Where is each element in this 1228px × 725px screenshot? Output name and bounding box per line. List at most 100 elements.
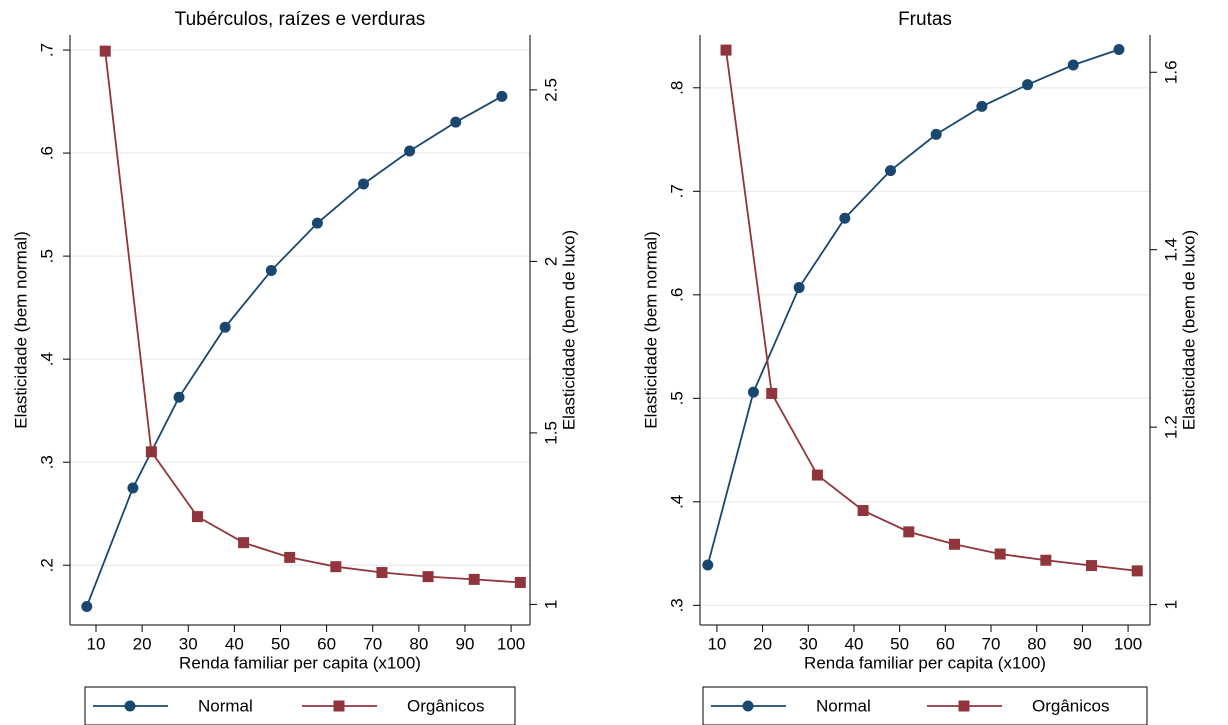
x-tick-label: 10 — [707, 634, 726, 653]
marker — [702, 559, 714, 571]
marker — [839, 212, 851, 224]
series-line — [85, 95, 503, 607]
x-tick-label: 80 — [409, 634, 428, 653]
chart-title: Frutas — [898, 9, 952, 30]
marker — [376, 567, 388, 579]
marker — [1040, 554, 1052, 566]
y2-tick-label: 1 — [1161, 600, 1180, 609]
series-line — [706, 48, 1120, 566]
marker — [127, 482, 139, 494]
marker — [976, 100, 988, 112]
x-tick-label: 90 — [456, 634, 475, 653]
legend-label: Normal — [198, 696, 253, 715]
x-tick-label: 60 — [317, 634, 336, 653]
y2-tick-label: 1 — [541, 600, 560, 609]
marker — [1067, 59, 1079, 71]
y-tick-label: .5 — [37, 249, 56, 263]
legend-marker — [958, 700, 970, 712]
y-tick-label: .3 — [667, 598, 686, 612]
marker — [422, 571, 434, 583]
marker — [885, 165, 897, 177]
marker — [1113, 43, 1125, 55]
marker — [1131, 565, 1143, 577]
x-tick-label: 50 — [890, 634, 909, 653]
y-tick-label: .4 — [37, 352, 56, 366]
marker — [811, 469, 823, 481]
chart-panel: .2 .3 .4 .5 .6 .7 1 1.5 2 2.5 10 20 30 40 50 60 70 80 90 10… — [11, 9, 578, 725]
marker — [1022, 79, 1034, 91]
y-tick-label: .3 — [37, 455, 56, 469]
marker — [284, 551, 296, 563]
marker — [857, 505, 869, 517]
legend-label: Orgânicos — [407, 696, 484, 715]
y2-tick-label: 1.4 — [1161, 238, 1180, 262]
marker — [720, 44, 732, 56]
y2-tick-label: 1.5 — [541, 421, 560, 445]
y-tick-label: .7 — [667, 184, 686, 198]
y2-tick-label: 1.6 — [1161, 60, 1180, 84]
marker — [994, 548, 1006, 560]
chart-panel: .3 .4 .5 .6 .7 .8 1 1.2 1.4 1.6 10 20 30 40 50 60 70 80 90… — [641, 9, 1198, 725]
y-axis-title: Elasticidade (bem normal) — [641, 231, 660, 428]
marker — [173, 391, 185, 403]
y-tick-label: .7 — [37, 43, 56, 57]
marker — [219, 321, 231, 333]
marker — [948, 538, 960, 550]
x-axis-title: Renda familiar per capita (x100) — [804, 653, 1046, 672]
y-tick-label: .5 — [667, 391, 686, 405]
y2-tick-label: 2.5 — [541, 78, 560, 102]
marker — [404, 145, 416, 157]
x-tick-label: 40 — [844, 634, 863, 653]
marker — [496, 90, 508, 102]
marker — [330, 561, 342, 573]
y2-tick-label: 1.2 — [1161, 415, 1180, 439]
marker — [145, 446, 157, 458]
marker — [930, 128, 942, 140]
marker — [514, 576, 526, 588]
marker — [358, 178, 370, 190]
marker — [766, 387, 778, 399]
x-tick-label: 60 — [936, 634, 955, 653]
x-tick-label: 100 — [497, 634, 525, 653]
y-tick-label: .8 — [667, 81, 686, 95]
chart-title: Tubérculos, raízes e verduras — [175, 9, 426, 30]
series-line — [725, 49, 1138, 572]
y-tick-label: .6 — [667, 288, 686, 302]
marker — [747, 386, 759, 398]
legend-label: Normal — [816, 696, 871, 715]
x-tick-label: 10 — [87, 634, 106, 653]
x-tick-label: 70 — [982, 634, 1001, 653]
x-tick-label: 70 — [363, 634, 382, 653]
y-axis-title: Elasticidade (bem normal) — [11, 231, 30, 428]
marker — [238, 537, 250, 549]
y2-axis-title: Elasticidade (bem de luxo) — [1179, 230, 1198, 430]
marker — [81, 600, 93, 612]
legend-marker — [124, 700, 136, 712]
x-tick-label: 30 — [799, 634, 818, 653]
series-line — [104, 51, 521, 584]
y-tick-label: .2 — [37, 558, 56, 572]
y2-tick-label: 2 — [541, 257, 560, 266]
y-tick-label: .4 — [667, 495, 686, 509]
marker — [468, 573, 480, 585]
x-axis-title: Renda familiar per capita (x100) — [179, 653, 421, 672]
legend-marker — [742, 700, 754, 712]
x-tick-label: 80 — [1027, 634, 1046, 653]
x-tick-label: 90 — [1073, 634, 1092, 653]
marker — [265, 265, 277, 277]
x-tick-label: 50 — [271, 634, 290, 653]
marker — [191, 511, 203, 523]
x-tick-label: 30 — [179, 634, 198, 653]
marker — [903, 526, 915, 538]
x-tick-label: 100 — [1114, 634, 1142, 653]
marker — [1086, 560, 1098, 572]
marker — [311, 217, 323, 229]
y-tick-label: .6 — [37, 146, 56, 160]
y2-axis-title: Elasticidade (bem de luxo) — [559, 230, 578, 430]
x-tick-label: 20 — [133, 634, 152, 653]
marker — [99, 45, 111, 57]
legend-label: Orgânicos — [1032, 696, 1109, 715]
x-tick-label: 20 — [753, 634, 772, 653]
